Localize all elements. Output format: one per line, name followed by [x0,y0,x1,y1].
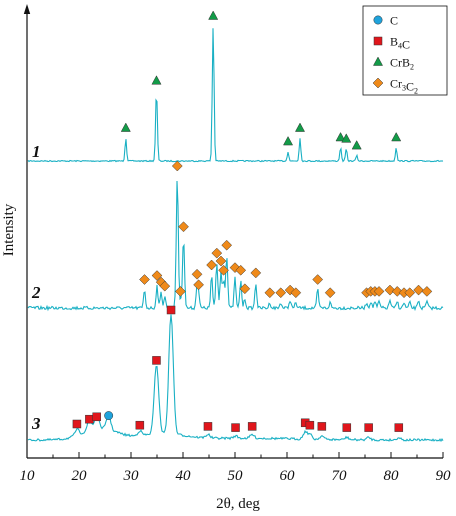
legend-marker-c [373,15,383,25]
peak-marker-cr3c2 [324,287,336,299]
peak-marker-b4c [135,420,145,430]
peak-marker-b4c [85,414,94,424]
peak-marker-cr3c2 [421,286,433,297]
peak-marker-cr3c2 [206,259,217,271]
trace-label-2: 2 [31,283,41,302]
x-tick-label: 80 [384,468,400,484]
peak-marker-cr3c2 [384,284,396,296]
trace-labels: 1 2 3 [31,142,41,433]
x-tick-label: 30 [123,468,140,484]
peak-marker-cr3c2 [235,264,247,276]
x-tick-label: 70 [332,468,348,484]
peak-marker-cr3c2 [404,287,416,299]
legend-marker-crb2 [372,56,384,66]
peak-marker-crb2 [151,75,162,85]
peak-marker-cr3c2 [193,279,204,291]
peak-marker-crb2 [335,131,346,142]
peak-marker-crb2 [391,131,402,142]
trace-2 [27,180,444,312]
peak-marker-cr3c2 [215,255,227,267]
x-ticks: 10 20 30 40 50 60 70 80 90 [20,452,452,484]
peak-marker-cr3c2 [413,284,424,296]
legend-marker-b4c [373,36,383,46]
peak-marker-b4c [394,423,404,432]
peak-marker-cr3c2 [250,267,262,279]
peak-marker-crb2 [294,122,306,132]
peak-marker-b4c [364,423,373,432]
x-tick-label: 50 [228,468,244,484]
peak-marker-cr3c2 [290,287,302,299]
x-tick-label: 10 [20,468,36,484]
peak-marker-cr3c2 [221,239,233,251]
y-axis-arrow [23,4,31,14]
peak-marker-cr3c2 [218,264,229,276]
peak-marker-b4c [231,423,240,432]
peak-marker-cr3c2 [139,274,150,285]
peak-marker-b4c [166,305,176,315]
peak-marker-b4c [342,423,352,432]
x-tick-label: 60 [280,468,296,484]
peak-marker-cr3c2 [239,283,251,295]
peak-marker-crb2 [208,10,219,20]
peak-marker-b4c [317,422,327,431]
peak-marker-cr3c2 [191,268,203,280]
legend-marker-cr3c2 [372,77,384,89]
peak-marker-b4c [152,356,161,365]
trace-label-3: 3 [31,414,41,433]
peak-marker-crb2 [341,133,352,143]
peak-marker-b4c [305,420,315,430]
legend: C B4C CrB2 Cr3C2 [362,5,448,96]
peak-marker-b4c [247,422,257,431]
legend-label-b4c: B4C [390,35,410,52]
trace-1 [27,28,444,163]
peak-marker-b4c [203,422,213,431]
peak-marker-cr3c2 [391,286,403,297]
peak-marker-cr3c2 [178,221,189,233]
peak-marker-cr3c2 [159,280,171,292]
peak-marker-cr3c2 [171,160,183,172]
peak-marker-cr3c2 [175,286,186,297]
y-axis-title: Intensity [1,203,17,256]
peak-marker-cr3c2 [151,270,163,281]
x-tick-label: 20 [72,468,88,484]
trace-label-1: 1 [32,142,41,161]
peak-marker-crb2 [120,122,131,132]
peak-marker-b4c [92,412,101,422]
peak-marker-cr3c2 [373,286,385,297]
legend-label-cr3c2: Cr3C2 [390,77,418,96]
peak-marker-crb2 [351,140,362,150]
phase-markers [72,10,433,432]
peak-marker-cr3c2 [264,287,276,299]
x-tick-label: 40 [176,468,192,484]
x-tick-label: 90 [436,468,452,484]
x-axis-title: 2θ, deg [216,496,260,512]
peak-marker-b4c [72,419,82,429]
legend-label-c: C [390,14,398,28]
peak-marker-c [104,411,114,421]
legend-label-crb2: CrB2 [390,56,414,72]
peak-marker-cr3c2 [312,274,324,285]
peak-marker-crb2 [283,136,294,146]
peak-marker-cr3c2 [211,247,223,259]
peak-marker-cr3c2 [275,287,287,299]
